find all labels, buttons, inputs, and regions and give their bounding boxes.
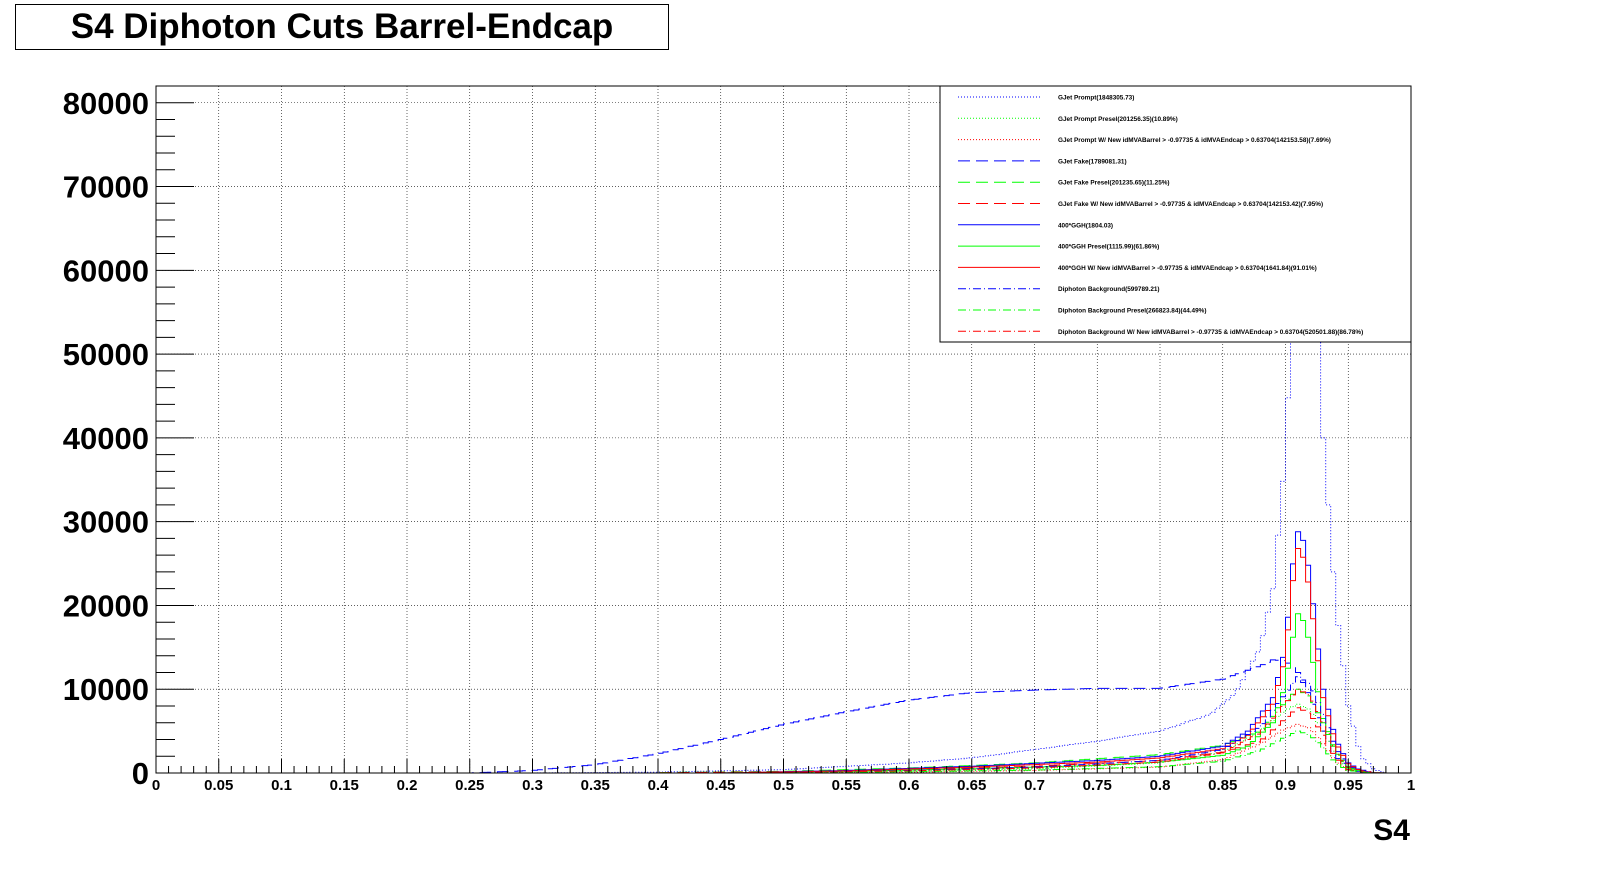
legend-entry-label: Diphoton Background(599789.21) (1058, 286, 1160, 293)
series-line (156, 548, 1406, 774)
y-tick-label: 60000 (63, 253, 149, 288)
y-tick-label: 30000 (63, 505, 149, 540)
x-tick-label: 0.35 (581, 777, 610, 794)
series-line (156, 531, 1406, 774)
series-line (156, 723, 1406, 774)
x-tick-label: 0.55 (832, 777, 861, 794)
y-tick-label: 40000 (63, 421, 149, 456)
legend-entry-label: GJet Fake W/ New idMVABarrel > -0.97735 … (1058, 201, 1323, 208)
series-line (156, 688, 1406, 774)
legend: GJet Prompt(1848305.73) GJet Prompt Prese… (939, 85, 1412, 343)
chart-title-box: S4 Diphoton Cuts Barrel-Endcap (15, 4, 669, 50)
series-line (156, 659, 1406, 774)
y-tick-label: 0 (132, 756, 149, 791)
series-line (156, 703, 1406, 774)
x-tick-label: 0.2 (397, 777, 418, 794)
legend-entry-label: Diphoton Background W/ New idMVABarrel >… (1058, 329, 1363, 336)
x-tick-label: 0.7 (1024, 777, 1045, 794)
series-line (156, 152, 1406, 774)
x-tick-label: 0 (152, 777, 160, 794)
y-tick-label: 10000 (63, 672, 149, 707)
y-tick-label: 50000 (63, 337, 149, 372)
x-tick-label: 0.9 (1275, 777, 1296, 794)
x-tick-label: 0.3 (522, 777, 543, 794)
x-tick-label: 0.75 (1083, 777, 1112, 794)
x-tick-label: 0.6 (899, 777, 920, 794)
x-tick-label: 0.85 (1208, 777, 1237, 794)
x-tick-label: 0.25 (455, 777, 484, 794)
legend-entry-label: 400*GGH W/ New idMVABarrel > -0.97735 & … (1058, 265, 1317, 272)
series-line (156, 707, 1406, 774)
series-line (156, 688, 1406, 774)
legend-entry-label: Diphoton Background Presel(266823.84)(44… (1058, 308, 1206, 315)
series-line (156, 730, 1406, 774)
x-tick-label: 0.95 (1334, 777, 1363, 794)
legend-entry-label: GJet Prompt W/ New idMVABarrel > -0.9773… (1058, 137, 1331, 144)
x-tick-label: 0.15 (330, 777, 359, 794)
legend-entry-label: 400*GGH(1804.03) (1058, 222, 1113, 229)
legend-box (939, 85, 1412, 343)
legend-entry-label: GJet Prompt(1848305.73) (1058, 95, 1134, 102)
x-tick-label: 0.45 (706, 777, 735, 794)
chart-title: S4 Diphoton Cuts Barrel-Endcap (70, 7, 614, 46)
x-tick-label: 0.5 (773, 777, 794, 794)
x-tick-label: 1 (1407, 777, 1415, 794)
y-tick-label: 80000 (63, 86, 149, 121)
x-tick-label: 0.1 (271, 777, 292, 794)
x-axis-label: S4 (1373, 814, 1410, 847)
x-tick-label: 0.8 (1150, 777, 1171, 794)
legend-entry-label: GJet Prompt Presel(201256.35)(10.89%) (1058, 116, 1178, 123)
legend-entry-label: GJet Fake(1789081.31) (1058, 158, 1127, 165)
x-tick-label: 0.05 (204, 777, 233, 794)
x-tick-label: 0.4 (648, 777, 670, 794)
legend-entry-label: GJet Fake Presel(201235.65)(11.25%) (1058, 180, 1170, 187)
y-tick-label: 70000 (63, 170, 149, 205)
legend-entry-label: 400*GGH Presel(1115.99)(61.86%) (1058, 244, 1159, 251)
x-tick-label: 0.65 (957, 777, 986, 794)
y-tick-label: 20000 (63, 588, 149, 623)
axes: 0 0.05 0.1 0.15 0.2 0.25 0.3 0.35 0.4 0.45 0.5 0.55… (63, 85, 1415, 794)
